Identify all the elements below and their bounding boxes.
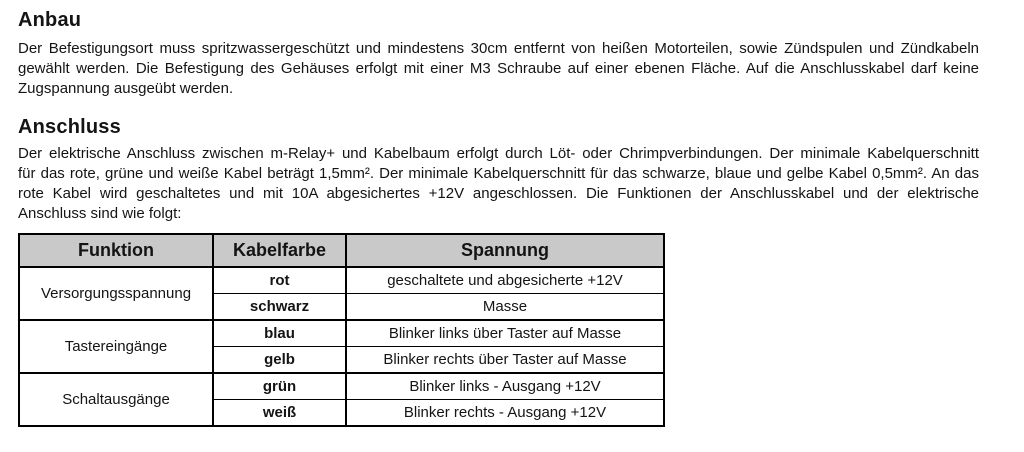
table-row: weiß Blinker rechts - Ausgang +12V — [19, 399, 665, 427]
table-header-row: Funktion Kabelfarbe Spannung — [18, 233, 665, 268]
kabelfarbe-cell: schwarz — [212, 293, 347, 321]
spannung-cell: Masse — [345, 293, 665, 321]
paragraph-line: gewählt werden. Die Befestigung des Gehä… — [18, 60, 979, 77]
paragraph-line: Anschluss sind wie folgt: — [18, 205, 182, 222]
kabelfarbe-cell: rot — [212, 266, 347, 294]
kabelfarbe-cell: grün — [212, 372, 347, 400]
paragraph-line: Der Befestigungsort muss spritzwasserges… — [18, 40, 979, 57]
table-row: gelb Blinker rechts über Taster auf Mass… — [19, 346, 665, 374]
funktion-cell: Tastereingänge — [18, 319, 214, 374]
wiring-table: Funktion Kabelfarbe Spannung Versorgungs… — [18, 233, 665, 427]
paragraph-anbau: Der Befestigungsort muss spritzwasserges… — [18, 39, 979, 99]
kabelfarbe-cell: weiß — [212, 399, 347, 427]
table-row: Versorgungsspannung rot geschaltete und … — [18, 266, 665, 321]
spannung-cell: Blinker links über Taster auf Masse — [345, 319, 665, 347]
funktion-cell: Schaltausgänge — [18, 372, 214, 427]
funktion-cell: Versorgungsspannung — [18, 266, 214, 321]
paragraph-anschluss: Der elektrische Anschluss zwischen m-Rel… — [18, 144, 979, 224]
table-header-kabelfarbe: Kabelfarbe — [212, 233, 347, 268]
spannung-cell: geschaltete und abgesicherte +12V — [345, 266, 665, 294]
kabelfarbe-cell: blau — [212, 319, 347, 347]
table-row: schwarz Masse — [19, 293, 665, 321]
table-row: Schaltausgänge grün Blinker links - Ausg… — [18, 372, 665, 427]
table-header-spannung: Spannung — [345, 233, 665, 268]
kabelfarbe-cell: gelb — [212, 346, 347, 374]
paragraph-line: rote Kabel wird geschaltetes und mit 10A… — [18, 185, 979, 202]
spannung-cell: Blinker rechts - Ausgang +12V — [345, 399, 665, 427]
table-row: Tastereingänge blau Blinker links über T… — [18, 319, 665, 374]
paragraph-line: für das rote, grüne und weiße Kabel betr… — [18, 165, 979, 182]
spannung-cell: Blinker links - Ausgang +12V — [345, 372, 665, 400]
spannung-cell: Blinker rechts über Taster auf Masse — [345, 346, 665, 374]
section-heading-anschluss: Anschluss — [18, 116, 121, 138]
paragraph-line: Zugspannung ausgeübt werden. — [18, 80, 234, 97]
paragraph-line: Der elektrische Anschluss zwischen m-Rel… — [18, 145, 979, 162]
section-heading-anbau: Anbau — [18, 9, 82, 31]
table-header-funktion: Funktion — [18, 233, 214, 268]
